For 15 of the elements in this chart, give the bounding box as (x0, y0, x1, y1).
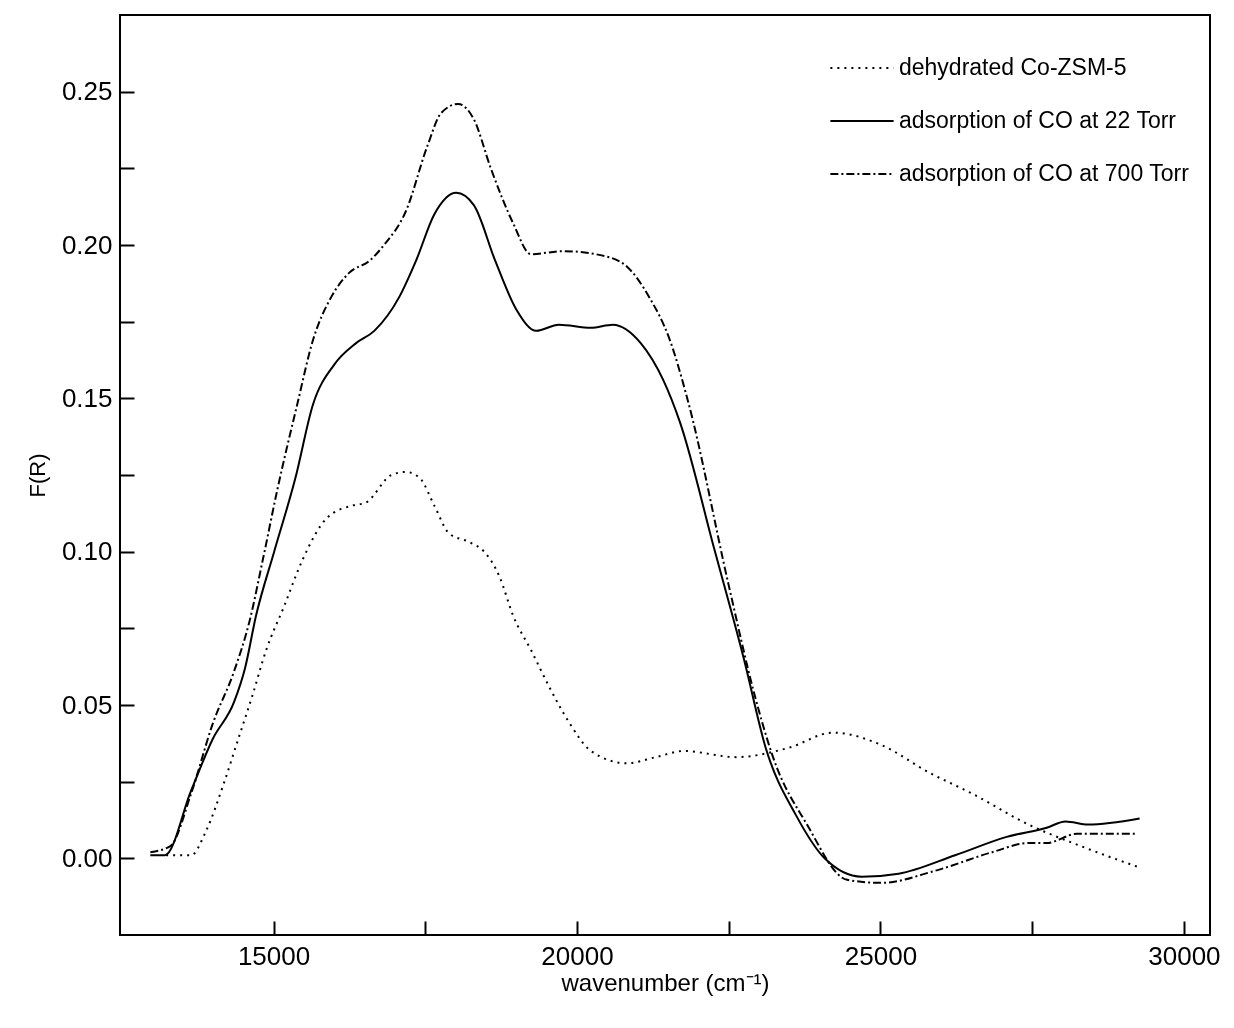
y-tick-label: 0.20 (61, 229, 113, 260)
legend-label: dehydrated Co-ZSM-5 (899, 54, 1127, 80)
y-tick-label: 0.15 (61, 382, 113, 413)
y-axis-title: F(R) (24, 453, 50, 498)
x-tick-label: 25000 (844, 940, 918, 971)
legend-label: adsorption of CO at 700 Torr (899, 160, 1190, 186)
y-tick-label: 0.25 (61, 76, 113, 107)
x-axis-title: wavenumber (cm⁻¹) (560, 968, 770, 996)
legend-label: adsorption of CO at 22 Torr (899, 107, 1177, 133)
y-tick-label: 0.00 (61, 842, 113, 873)
y-tick-label: 0.10 (61, 536, 113, 567)
y-tick-label: 0.05 (61, 689, 113, 720)
x-tick-label: 20000 (541, 940, 614, 971)
x-tick-label: 30000 (1148, 940, 1221, 971)
x-tick-label: 15000 (237, 940, 311, 971)
